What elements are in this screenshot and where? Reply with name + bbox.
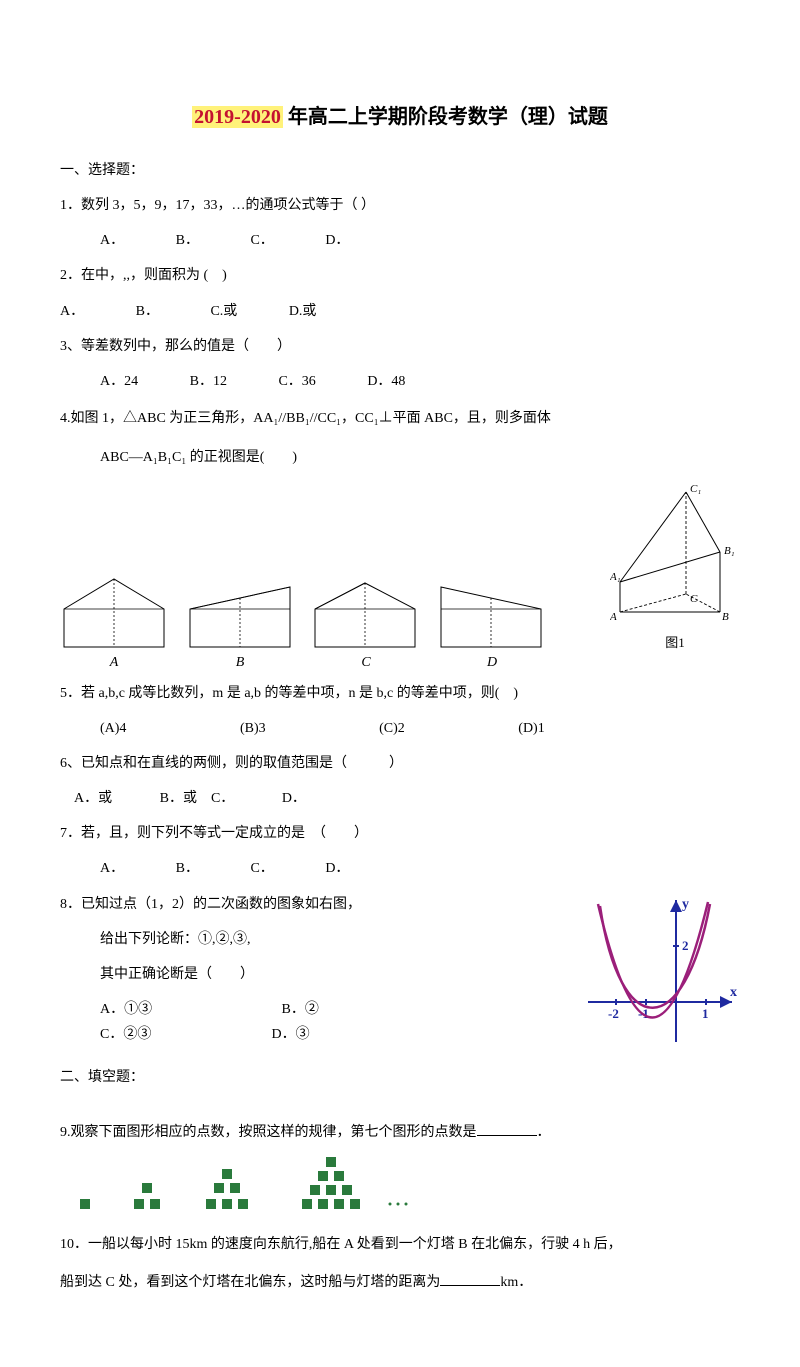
q4-option-a-shape bbox=[60, 573, 168, 651]
q4-label-d: D bbox=[438, 655, 546, 671]
q8-graph: -2 -1 1 2 x y bbox=[580, 892, 740, 1052]
q4-figure-1-container: A B C A₁ B₁ C₁ 图1 bbox=[610, 482, 740, 651]
page-title: 2019-2020 年高二上学期阶段考数学（理）试题 bbox=[60, 100, 740, 129]
q7-text: 7．若，且，则下列不等式一定成立的是 （ ） bbox=[60, 821, 740, 846]
q6-text: 6、已知点和在直线的两侧，则的取值范围是（ ） bbox=[60, 751, 740, 776]
fig1-caption: 图1 bbox=[610, 632, 740, 651]
q9-text: 9.观察下面图形相应的点数，按照这样的规律，第七个图形的点数是 ． bbox=[60, 1120, 740, 1145]
q4-label-a: A bbox=[60, 655, 168, 671]
q2-opt-c: C.或 bbox=[210, 299, 237, 324]
svg-text:y: y bbox=[682, 897, 689, 912]
q5-opt-b: (B)3 bbox=[240, 716, 266, 741]
q9-text-a: 9.观察下面图形相应的点数，按照这样的规律，第七个图形的点数是 bbox=[60, 1125, 477, 1140]
q2-opt-a: A． bbox=[60, 299, 84, 324]
q4-label-b: B bbox=[186, 655, 294, 671]
title-year: 2019-2020 bbox=[192, 106, 283, 128]
svg-text:-2: -2 bbox=[608, 1006, 619, 1021]
q8-opt-b: B．② bbox=[282, 997, 382, 1022]
q3-opt-a: A．24 bbox=[100, 369, 138, 394]
q6-opt-d: D． bbox=[282, 786, 306, 811]
q1-opt-d: D． bbox=[325, 228, 349, 253]
q2-opt-d: D.或 bbox=[289, 299, 317, 324]
svg-text:2: 2 bbox=[682, 938, 689, 953]
q7-opt-a: A． bbox=[100, 856, 124, 881]
fig1-label-A1: A₁ bbox=[610, 571, 621, 583]
q8-opt-d: D．③ bbox=[272, 1022, 310, 1047]
q5-text: 5．若 a,b,c 成等比数列，m 是 a,b 的等差中项，n 是 b,c 的等… bbox=[60, 681, 740, 706]
fig1-label-A: A bbox=[610, 611, 617, 623]
q4-figure-1: A B C A₁ B₁ C₁ bbox=[610, 482, 740, 632]
fig1-label-C: C bbox=[690, 593, 698, 605]
q9-dot-figures bbox=[60, 1155, 740, 1215]
fig1-label-B: B bbox=[722, 611, 729, 623]
q10-text-bc: 船到达 C 处，看到这个灯塔在北偏东，这时船与灯塔的距离为 km． bbox=[60, 1269, 740, 1297]
q8-opt-c: C．②③ bbox=[100, 1022, 220, 1047]
q10-text-c: km． bbox=[500, 1275, 532, 1290]
q2-options: A． B． C.或 D.或 bbox=[60, 299, 740, 324]
q8-opt-a: A．①③ bbox=[100, 997, 230, 1022]
q7-opt-b: B． bbox=[176, 856, 199, 881]
q3-text: 3、等差数列中，那么的值是（ ） bbox=[60, 334, 740, 359]
q9-text-b: ． bbox=[537, 1125, 551, 1140]
q7-options: A． B． C． D． bbox=[60, 856, 740, 881]
q5-opt-c: (C)2 bbox=[379, 716, 405, 741]
q1-options: A． B． C． D． bbox=[60, 228, 740, 253]
svg-text:x: x bbox=[730, 985, 737, 1000]
q4-text-a: 4.如图 1，△ABC 为正三角形，AA₁//BB₁//CC₁，CC₁⊥平面 A… bbox=[60, 404, 740, 433]
q3-opt-d: D．48 bbox=[367, 369, 405, 394]
title-rest: 年高二上学期阶段考数学（理）试题 bbox=[283, 106, 608, 128]
q1-text: 1．数列 3，5，9，17，33，…的通项公式等于（ ） bbox=[60, 193, 740, 218]
q5-opt-d: (D)1 bbox=[518, 716, 544, 741]
q6-options: A．或 B．或 C． D． bbox=[60, 786, 740, 811]
q4-text-b: ABC—A₁B₁C₁ 的正视图是( ) bbox=[60, 444, 740, 472]
q7-opt-c: C． bbox=[250, 856, 273, 881]
fig1-label-B1: B₁ bbox=[724, 545, 735, 557]
q10-blank[interactable] bbox=[440, 1285, 500, 1286]
q4-option-c-shape bbox=[311, 573, 419, 651]
svg-text:1: 1 bbox=[702, 1006, 709, 1021]
q4-label-c: C bbox=[312, 655, 420, 671]
q2-opt-b: B． bbox=[136, 299, 159, 324]
q10-text-a: 10．一船以每小时 15km 的速度向东航行,船在 A 处看到一个灯塔 B 在北… bbox=[60, 1231, 740, 1259]
q3-options: A．24 B．12 C．36 D．48 bbox=[60, 369, 740, 394]
q4-option-d-shape bbox=[437, 573, 545, 651]
q2-text: 2．在中，,,，则面积为 ( ) bbox=[60, 263, 740, 288]
q4-option-labels: A B C D bbox=[60, 655, 740, 671]
q3-opt-b: B．12 bbox=[190, 369, 227, 394]
section-1-heading: 一、选择题： bbox=[60, 159, 740, 179]
q7-opt-d: D． bbox=[325, 856, 349, 881]
fig1-label-C1: C₁ bbox=[690, 483, 701, 495]
q1-opt-b: B． bbox=[176, 228, 199, 253]
q5-opt-a: (A)4 bbox=[100, 716, 126, 741]
exam-page: 2019-2020 年高二上学期阶段考数学（理）试题 一、选择题： 1．数列 3… bbox=[0, 0, 800, 1367]
q4-option-b-shape bbox=[186, 573, 294, 651]
q10-text-b: 船到达 C 处，看到这个灯塔在北偏东，这时船与灯塔的距离为 bbox=[60, 1275, 440, 1290]
q5-options: (A)4 (B)3 (C)2 (D)1 bbox=[60, 716, 740, 741]
q4-figures-row: A B C A₁ B₁ C₁ 图1 bbox=[60, 482, 740, 651]
q1-opt-c: C． bbox=[250, 228, 273, 253]
q9-blank[interactable] bbox=[477, 1135, 537, 1136]
q6-opt-a: A．或 bbox=[74, 786, 112, 811]
q6-opt-bc: B．或 C． bbox=[160, 786, 235, 811]
q3-opt-c: C．36 bbox=[278, 369, 315, 394]
q1-opt-a: A． bbox=[100, 228, 124, 253]
section-2-heading: 二、填空题： bbox=[60, 1066, 740, 1086]
